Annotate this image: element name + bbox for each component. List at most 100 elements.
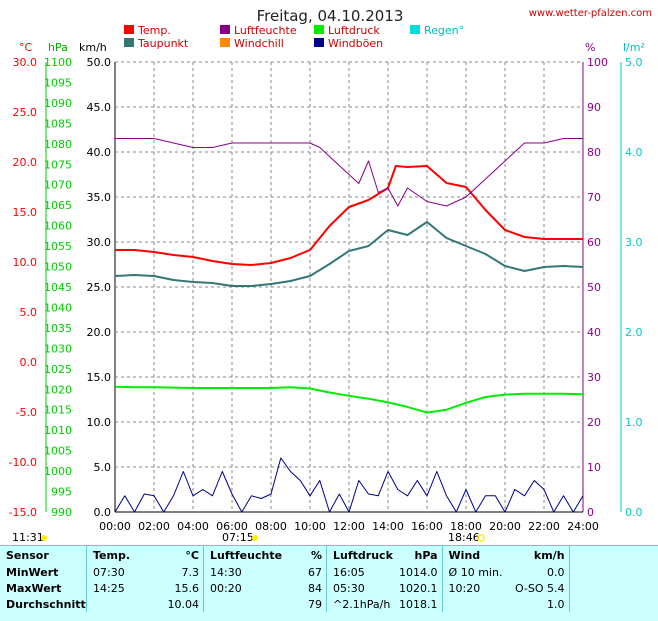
table-row: MinWert 07:30 7.3 14:30 67 16:05 1014.0 …: [0, 564, 656, 580]
legend: Temp. Luftfeuchte Luftdruck Regen° Taupunkt W…: [124, 24, 464, 50]
legend-label: Temp.: [137, 24, 171, 37]
hpa-tick-label: 1025: [44, 363, 72, 376]
pct-tick-label: 90: [587, 101, 601, 114]
celsius-tick-label: 15.0: [13, 206, 38, 219]
hum-time: 14:30: [203, 564, 283, 580]
pct-tick-label: 50: [587, 281, 601, 294]
header-wind: Wind: [441, 546, 505, 564]
hum-value: 79: [308, 597, 323, 611]
grid: [115, 61, 583, 512]
moon-icon: [41, 535, 47, 541]
header-hum-unit: %: [311, 548, 323, 562]
kmh-tick-label: 0.0: [94, 506, 112, 519]
header-hum: Luftfeuchte: [203, 546, 283, 564]
tick-labels: 30.0 25.0 20.0 15.0 10.0 5.0 0.0 -5.0 -10.0 -15.0…: [9, 56, 643, 533]
series-group: [114, 138, 584, 513]
kmh-unit: km/h: [79, 41, 107, 54]
time-tick-label: 04:00: [177, 520, 209, 533]
time-tick-label: 22:00: [528, 520, 560, 533]
header-wind-unit: km/h: [533, 548, 565, 562]
pct-tick-label: 60: [587, 236, 601, 249]
celsius-tick-label: -15.0: [9, 506, 37, 519]
kmh-tick-label: 35.0: [87, 191, 112, 204]
time-tick-label: 00:00: [99, 520, 131, 533]
site-url: www.wetter-pfalzen.com: [529, 8, 652, 19]
temp-value: 7.3: [181, 565, 200, 579]
kmh-tick-label: 15.0: [87, 371, 112, 384]
legend-label: Windböen: [328, 37, 383, 50]
wind-time: Ø 10 min.: [441, 564, 505, 580]
celsius-tick-label: -10.0: [9, 456, 37, 469]
hpa-tick-label: 1095: [44, 76, 72, 89]
lm2-tick-label: 3.0: [625, 236, 643, 249]
wind-value: O-SO 5.4: [514, 581, 565, 595]
sunrise-icon: [252, 535, 258, 541]
hpa-tick-label: 1050: [44, 261, 72, 274]
sunrise-label: 07:15: [222, 531, 254, 544]
lm2-tick-label: 1.0: [625, 416, 643, 429]
hum-value: 67: [308, 565, 323, 579]
kmh-tick-label: 20.0: [87, 326, 112, 339]
pct-tick-label: 0: [587, 506, 594, 519]
legend-label: Taupunkt: [137, 37, 189, 50]
series-line-luftdruck: [114, 385, 584, 414]
row-label: Durchschnitt: [6, 597, 86, 611]
kmh-tick-label: 5.0: [94, 461, 112, 474]
pct-tick-label: 10: [587, 461, 601, 474]
temp-time: [86, 596, 153, 612]
legend-swatch: [220, 25, 230, 34]
temp-time: 14:25: [86, 580, 153, 596]
hpa-tick-label: 1085: [44, 117, 72, 130]
wind-time: 10:20: [441, 580, 505, 596]
celsius-tick-label: 5.0: [20, 306, 38, 319]
time-tick-label: 06:00: [216, 520, 248, 533]
hpa-tick-label: 1100: [44, 56, 72, 69]
hpa-unit: hPa: [48, 41, 68, 54]
hpa-tick-label: 1000: [44, 465, 72, 478]
wind-value: 1.0: [547, 597, 565, 611]
wind-value: 0.0: [547, 565, 565, 579]
legend-swatch: [220, 38, 230, 47]
statistics-table: Sensor Temp. °C Luftfeuchte % Luftdruck …: [0, 546, 656, 612]
hum-value: 84: [308, 581, 323, 595]
celsius-tick-label: -5.0: [16, 406, 37, 419]
series-line-windböen: [114, 457, 584, 513]
celsius-tick-label: 0.0: [20, 356, 38, 369]
temp-value: 15.6: [174, 581, 200, 595]
press-time: 05:30: [326, 580, 394, 596]
hpa-tick-label: 1075: [44, 158, 72, 171]
hum-time: 00:20: [203, 580, 283, 596]
pct-tick-label: 100: [587, 56, 608, 69]
kmh-tick-label: 30.0: [87, 236, 112, 249]
hpa-tick-label: 1010: [44, 424, 72, 437]
time-tick-label: 16:00: [411, 520, 443, 533]
time-tick-label: 10:00: [294, 520, 326, 533]
legend-swatch: [124, 38, 134, 47]
celsius-tick-label: 25.0: [13, 106, 38, 119]
press-value: 1020.1: [399, 581, 438, 595]
hpa-tick-label: 1020: [44, 383, 72, 396]
pct-tick-label: 30: [587, 371, 601, 384]
hpa-tick-label: 1030: [44, 342, 72, 355]
kmh-tick-label: 50.0: [87, 56, 112, 69]
kmh-tick-label: 40.0: [87, 146, 112, 159]
legend-label: Luftfeuchte: [234, 24, 297, 37]
wind-time: [441, 596, 505, 612]
pct-tick-label: 80: [587, 146, 601, 159]
kmh-tick-label: 25.0: [87, 281, 112, 294]
header-blank: [568, 546, 656, 564]
hpa-tick-label: 1065: [44, 199, 72, 212]
blank-cell: [568, 580, 656, 596]
hpa-tick-label: 1060: [44, 220, 72, 233]
chart-title: Freitag, 04.10.2013: [257, 7, 404, 25]
press-value: 1018.1: [399, 597, 438, 611]
hpa-tick-label: 995: [51, 486, 72, 499]
legend-swatch: [314, 25, 324, 34]
header-temp-unit: °C: [185, 548, 199, 562]
table-row: MaxWert 14:25 15.6 00:20 84 05:30 1020.1…: [0, 580, 656, 596]
celsius-tick-label: 30.0: [13, 56, 38, 69]
header-sensor: Sensor: [6, 548, 49, 562]
series-line-temp: [115, 165, 583, 266]
table-row: Durchschnitt 10.04 79 ^2.1hPa/h 1018.1 1…: [0, 596, 656, 612]
legend-label: Windchill: [234, 37, 284, 50]
